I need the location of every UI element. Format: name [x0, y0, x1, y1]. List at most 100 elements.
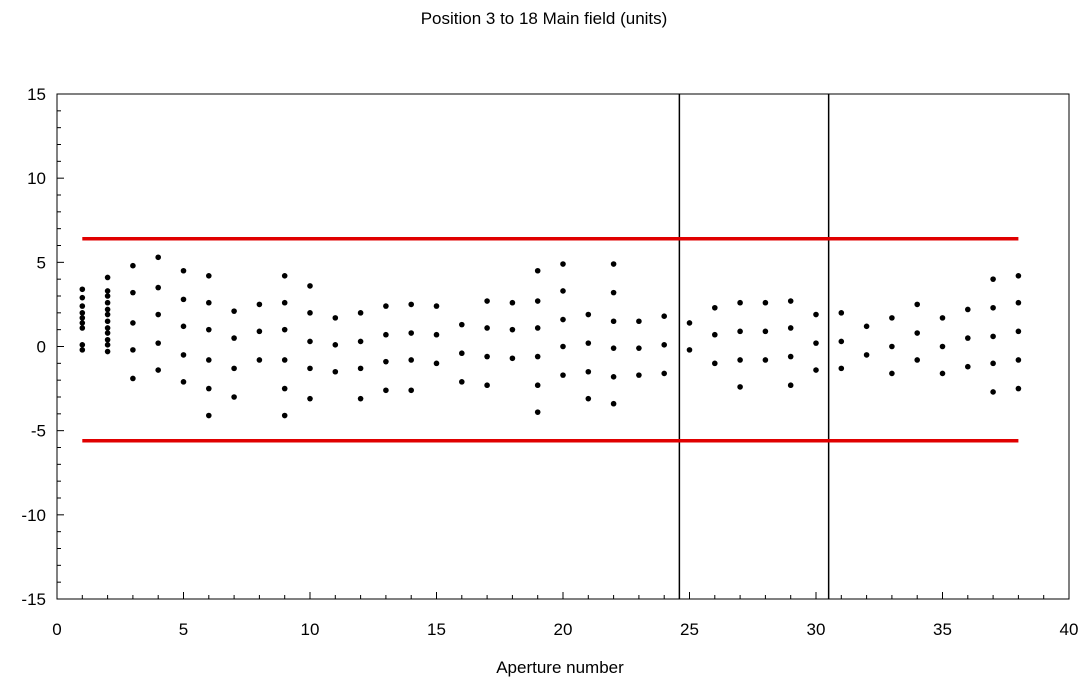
data-point — [433, 331, 440, 338]
data-point — [610, 374, 617, 380]
data-point — [965, 363, 971, 370]
data-point — [610, 289, 617, 296]
data-point — [737, 384, 743, 390]
data-point — [686, 320, 693, 326]
data-point — [231, 365, 237, 372]
data-point — [130, 289, 136, 296]
data-point — [914, 330, 920, 336]
data-point — [79, 315, 86, 321]
data-point — [281, 299, 288, 306]
data-point — [712, 304, 718, 311]
x-axis-label: Aperture number — [496, 658, 624, 677]
data-point — [231, 335, 237, 341]
data-point — [762, 299, 769, 306]
data-point — [990, 304, 996, 311]
y-tick-label: 10 — [27, 169, 46, 188]
data-point — [180, 296, 187, 303]
data-point — [838, 365, 845, 372]
data-point — [281, 385, 288, 392]
data-point — [79, 303, 86, 309]
x-tick-label: 5 — [179, 620, 188, 639]
data-point — [256, 301, 263, 308]
y-tick-label: 0 — [37, 338, 46, 357]
plot-area: -15 -10 -5 0 5 10 15 0 5 10 15 20 25 30 35 40 — [21, 85, 1078, 639]
data-point — [104, 311, 111, 318]
data-point — [863, 323, 870, 330]
data-point — [610, 400, 617, 407]
data-point — [231, 308, 237, 314]
data-point — [636, 372, 642, 378]
data-point — [79, 294, 86, 301]
x-tick-label: 40 — [1060, 620, 1079, 639]
data-point — [610, 345, 617, 351]
x-tick-label: 10 — [301, 620, 320, 639]
data-point — [534, 325, 541, 331]
x-tick-label: 25 — [680, 620, 699, 639]
data-point — [509, 299, 516, 306]
data-point — [307, 310, 313, 316]
data-point — [307, 365, 313, 372]
data-point — [737, 328, 743, 335]
data-point — [180, 352, 187, 358]
data-point — [332, 368, 339, 375]
data-point — [965, 306, 971, 313]
data-point — [307, 338, 313, 345]
data-point — [534, 409, 541, 415]
data-point — [712, 360, 718, 367]
data-point — [433, 360, 440, 367]
data-point — [307, 283, 313, 289]
data-point — [104, 288, 111, 294]
data-point — [281, 357, 288, 363]
data-point — [130, 320, 136, 326]
x-tick-label: 15 — [427, 620, 446, 639]
data-point — [383, 331, 389, 338]
data-point — [990, 389, 996, 395]
data-point — [1015, 328, 1022, 335]
data-point — [914, 301, 920, 308]
data-point — [104, 336, 111, 343]
y-tick-label: 5 — [37, 253, 46, 272]
data-point — [357, 310, 364, 316]
data-point — [206, 385, 212, 392]
data-point — [408, 330, 415, 336]
data-point — [965, 335, 971, 341]
data-point — [939, 343, 946, 350]
data-point — [155, 311, 161, 318]
data-point — [104, 293, 111, 299]
data-point — [433, 303, 440, 309]
data-point — [256, 357, 263, 363]
y-tick-label: 15 — [27, 85, 46, 104]
chart-title: Position 3 to 18 Main field (units) — [420, 9, 668, 28]
data-point — [130, 347, 136, 353]
data-point — [104, 342, 111, 348]
data-point — [281, 412, 288, 419]
data-point — [534, 353, 541, 360]
data-point — [661, 313, 667, 320]
data-point — [484, 353, 490, 360]
x-tick-label: 20 — [554, 620, 573, 639]
y-tick-label: -10 — [21, 506, 46, 525]
data-point — [560, 288, 566, 294]
data-point — [838, 310, 845, 316]
data-point — [636, 345, 642, 351]
data-point — [79, 320, 86, 326]
data-point — [712, 331, 718, 338]
data-point — [408, 357, 415, 363]
data-point — [383, 358, 389, 365]
data-point — [534, 267, 541, 274]
data-point — [610, 318, 617, 325]
data-point — [1015, 357, 1022, 363]
data-point — [206, 412, 212, 419]
data-point — [560, 372, 566, 378]
data-point — [509, 326, 516, 333]
data-point — [104, 330, 111, 336]
data-point — [180, 379, 187, 385]
data-point — [104, 325, 111, 331]
data-point — [560, 316, 566, 323]
y-tick-label: -15 — [21, 590, 46, 609]
data-point — [155, 340, 161, 346]
data-point — [130, 375, 136, 382]
data-point — [787, 298, 794, 304]
y-tick-label: -5 — [31, 422, 46, 441]
data-point — [130, 262, 136, 269]
